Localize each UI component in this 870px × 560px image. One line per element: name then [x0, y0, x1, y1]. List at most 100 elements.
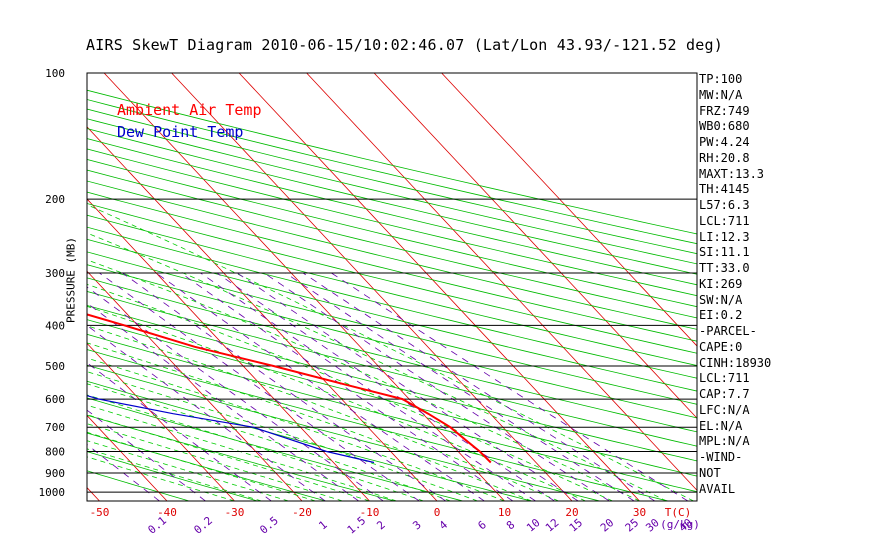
isotherm-line — [238, 73, 640, 501]
mixing-ratio-unit: (g/kg) — [660, 518, 700, 531]
stat-item: TH:4145 — [699, 182, 750, 197]
stat-item: CAP:7.7 — [699, 387, 750, 401]
mixing-ratio-line — [87, 409, 206, 501]
dry-adiabat-line — [87, 128, 697, 275]
dry-adiabat-line — [87, 380, 532, 501]
mixing-ratio-label: 12 — [543, 516, 562, 534]
dry-adiabat-line — [87, 238, 697, 392]
dry-adiabat-line — [87, 319, 697, 477]
stat-item: PW:4.24 — [699, 135, 750, 149]
pressure-tick-label: 900 — [45, 467, 65, 480]
moist-adiabat-line — [87, 394, 424, 501]
stat-item: MW:N/A — [699, 87, 743, 102]
mixing-ratio-line — [180, 272, 514, 501]
y-axis-label: PRESSURE (MB) — [64, 236, 78, 324]
isotherm-line — [87, 342, 235, 501]
mixing-ratio-line — [87, 362, 272, 501]
mixing-ratio-line — [302, 272, 656, 501]
mixing-ratio-label: 1 — [316, 518, 329, 532]
temp-tick-label-bottom: -10 — [360, 506, 380, 519]
mixing-ratio-line — [216, 272, 555, 501]
dry-adiabat-line — [87, 432, 327, 501]
dry-adiabat-line — [87, 108, 697, 255]
mixing-ratio-label: 2 — [374, 518, 387, 532]
pressure-tick-label: 700 — [45, 421, 65, 434]
dry-adiabat-line — [87, 304, 697, 462]
dry-adiabat-line — [87, 169, 697, 319]
dry-adiabat-line — [87, 203, 697, 354]
temp-tick-label-bottom: 10 — [498, 506, 511, 519]
mixing-ratio-line — [99, 272, 420, 501]
dry-adiabat-line — [87, 191, 697, 342]
dry-adiabat-line — [87, 397, 463, 501]
pressure-tick-label: 600 — [45, 393, 65, 406]
moist-adiabat-line — [87, 456, 235, 501]
isotherm-line — [103, 73, 505, 501]
dry-adiabat-line — [87, 470, 190, 501]
mixing-ratio-line — [87, 286, 384, 501]
moist-adiabat-line — [87, 325, 559, 501]
temp-tick-label-bottom: 30 — [633, 506, 646, 519]
pressure-tick-label: 300 — [45, 267, 65, 280]
stat-item: FRZ:749 — [699, 103, 750, 118]
pressure-tick-label: 500 — [45, 360, 65, 373]
temp-tick-label-bottom: -40 — [157, 506, 177, 519]
dry-adiabat-line — [87, 158, 697, 308]
mixing-ratio-line — [263, 272, 610, 501]
moist-adiabat-line — [87, 342, 532, 501]
isotherm-line — [441, 73, 697, 347]
stat-item: SI:11.1 — [699, 245, 750, 260]
stat-item: RH:20.8 — [699, 150, 750, 165]
isotherm-line — [0, 73, 32, 501]
moist-adiabat-line — [87, 259, 640, 501]
moist-adiabat-line — [87, 431, 316, 501]
mixing-ratio-label: 6 — [475, 518, 488, 532]
temp-tick-label-bottom: -30 — [225, 506, 245, 519]
moist-adiabat-line — [87, 440, 289, 501]
chart-title: AIRS SkewT Diagram 2010-06-15/10:02:46.0… — [86, 36, 723, 54]
mixing-ratio-label: 0.5 — [257, 514, 281, 537]
mixing-ratio-line — [87, 302, 359, 501]
dry-adiabat-line — [87, 364, 600, 501]
legend-dewpoint: Dew Point Temp — [117, 123, 244, 141]
dry-adiabat-line — [87, 138, 697, 286]
stat-item: AVAIL — [699, 481, 736, 496]
moist-adiabat-line — [87, 232, 667, 501]
legend-ambient: Ambient Air Temp — [117, 101, 262, 119]
stat-item: TT:33.0 — [699, 261, 750, 275]
stat-item: L57:6.3 — [699, 198, 750, 212]
moist-adiabat-line — [87, 283, 613, 501]
stats-panel: TP:100 MW:N/A FRZ:749 WB0:680 PW:4.24 RH:20.8… — [699, 72, 869, 497]
mixing-ratio-label: 20 — [598, 516, 617, 534]
stat-item: TP:100 — [699, 72, 743, 86]
moist-adiabat-line — [87, 448, 262, 501]
mixing-ratio-line — [200, 272, 536, 501]
dry-adiabat-line — [87, 349, 669, 501]
stat-item: CAPE:0 — [699, 339, 743, 354]
stat-item: EL:N/A — [699, 418, 743, 433]
stat-item: LCL:711 — [699, 213, 750, 228]
dry-adiabat-line — [87, 414, 395, 501]
stat-item: LI:12.3 — [699, 229, 750, 244]
plot-frame — [86, 72, 698, 502]
temp-tick-label-bottom: 20 — [565, 506, 578, 519]
dry-adiabat-line — [87, 264, 697, 419]
mixing-ratio-label: 8 — [504, 518, 517, 532]
temp-unit-label: T(C) — [665, 506, 692, 519]
stat-item: CINH:18930 — [699, 355, 772, 370]
stat-item: LFC:N/A — [699, 402, 750, 417]
stat-item: NOT — [699, 465, 721, 480]
mixing-ratio-label: 4 — [437, 518, 451, 532]
dry-adiabat-line — [87, 277, 697, 433]
temp-tick-label-bottom: 0 — [434, 506, 441, 519]
moist-adiabat-line — [87, 357, 505, 501]
mixing-ratio-line — [155, 272, 485, 501]
dry-adiabat-line — [87, 214, 697, 367]
moist-adiabat-line — [87, 423, 343, 501]
pressure-tick-label: 100 — [45, 67, 65, 80]
stat-item: LCL:711 — [699, 371, 750, 386]
moist-adiabat-line — [87, 305, 586, 501]
moist-adiabat-line — [87, 383, 451, 501]
